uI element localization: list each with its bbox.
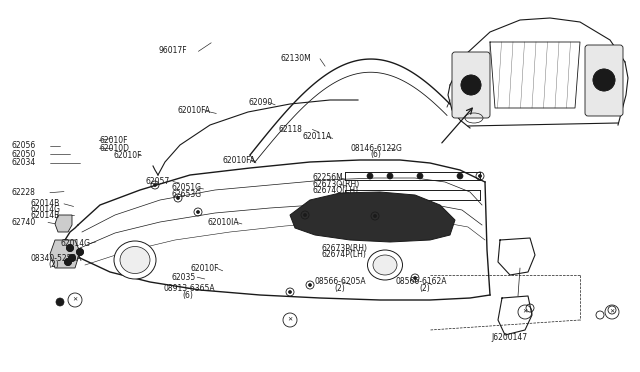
Ellipse shape — [114, 241, 156, 279]
Text: 08146-6122G: 08146-6122G — [351, 144, 403, 153]
Ellipse shape — [367, 250, 403, 280]
Circle shape — [67, 244, 74, 251]
Circle shape — [77, 248, 83, 256]
Text: 08913-6365A: 08913-6365A — [163, 284, 215, 293]
Circle shape — [417, 173, 423, 179]
Circle shape — [479, 174, 481, 177]
Circle shape — [387, 173, 393, 179]
Text: ✕: ✕ — [609, 310, 614, 314]
Text: ✕: ✕ — [522, 310, 527, 314]
Text: 62118: 62118 — [278, 125, 302, 134]
Circle shape — [367, 173, 373, 179]
Text: 62014B: 62014B — [31, 211, 60, 219]
Polygon shape — [50, 240, 80, 268]
Text: 62674P(LH): 62674P(LH) — [321, 250, 366, 259]
Text: SEC.630: SEC.630 — [372, 212, 404, 221]
Circle shape — [461, 75, 481, 95]
Circle shape — [413, 276, 417, 279]
Ellipse shape — [120, 247, 150, 273]
Circle shape — [457, 173, 463, 179]
Text: 62653G: 62653G — [172, 190, 202, 199]
Text: 62057: 62057 — [146, 177, 170, 186]
Text: 62056: 62056 — [12, 141, 36, 150]
Circle shape — [177, 196, 179, 199]
Text: J6200147: J6200147 — [492, 333, 527, 342]
Text: 62034: 62034 — [12, 158, 36, 167]
Text: 62674Q(LH): 62674Q(LH) — [312, 186, 358, 195]
FancyBboxPatch shape — [452, 52, 490, 118]
Circle shape — [374, 215, 376, 218]
Text: 62010FA: 62010FA — [223, 156, 256, 165]
Text: (2): (2) — [334, 284, 345, 293]
Text: 62035: 62035 — [172, 273, 196, 282]
Text: 62673P(RH): 62673P(RH) — [321, 244, 367, 253]
Text: 62130M: 62130M — [280, 54, 311, 63]
Text: 08566-6205A: 08566-6205A — [315, 278, 367, 286]
Circle shape — [56, 298, 64, 306]
Circle shape — [65, 259, 72, 266]
Text: 62010D: 62010D — [99, 144, 129, 153]
Text: (6): (6) — [370, 150, 381, 159]
Text: 62014B: 62014B — [31, 199, 60, 208]
Text: 62673Q(RH): 62673Q(RH) — [312, 180, 360, 189]
Text: 62050: 62050 — [12, 150, 36, 159]
Text: 62051G: 62051G — [172, 183, 202, 192]
Circle shape — [196, 211, 200, 214]
Ellipse shape — [373, 255, 397, 275]
Text: 62010F: 62010F — [114, 151, 143, 160]
Polygon shape — [290, 192, 455, 242]
Polygon shape — [55, 215, 72, 232]
Text: 62228: 62228 — [12, 188, 35, 197]
Text: 62010IA: 62010IA — [208, 218, 239, 227]
Text: 62256M: 62256M — [312, 173, 343, 182]
Circle shape — [593, 69, 615, 91]
Circle shape — [303, 214, 307, 217]
Text: ✕: ✕ — [72, 298, 77, 302]
FancyBboxPatch shape — [585, 45, 623, 116]
Text: 62090: 62090 — [248, 98, 273, 107]
Circle shape — [68, 254, 76, 262]
Text: 62014G: 62014G — [31, 205, 61, 214]
Text: 96017F: 96017F — [159, 46, 188, 55]
Circle shape — [308, 283, 312, 286]
Text: 08340-5252A: 08340-5252A — [31, 254, 82, 263]
Circle shape — [289, 291, 291, 294]
Text: 62010P: 62010P — [392, 222, 420, 231]
Text: 62010F: 62010F — [191, 264, 220, 273]
Circle shape — [154, 183, 157, 186]
Text: 08566-6162A: 08566-6162A — [396, 278, 447, 286]
Text: (6): (6) — [182, 291, 193, 300]
Text: 62011A: 62011A — [302, 132, 332, 141]
Text: (2): (2) — [48, 260, 59, 269]
Text: 62740: 62740 — [12, 218, 36, 227]
Text: 62010F: 62010F — [99, 136, 128, 145]
Text: (2): (2) — [419, 284, 430, 293]
Text: 62010FA: 62010FA — [178, 106, 211, 115]
Text: ✕: ✕ — [287, 317, 292, 323]
Text: 62014G: 62014G — [61, 239, 91, 248]
